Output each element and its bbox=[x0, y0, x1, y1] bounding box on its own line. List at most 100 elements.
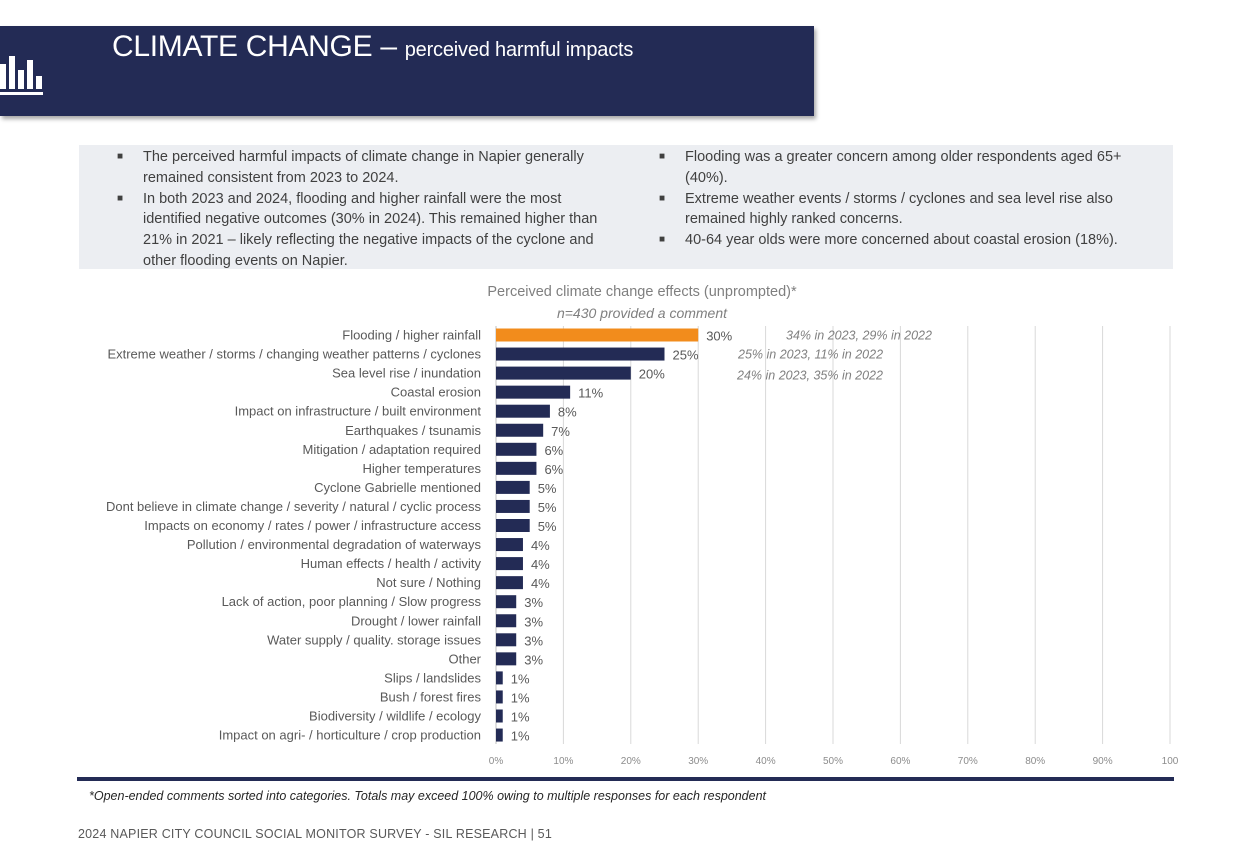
data-label: 11% bbox=[578, 386, 603, 401]
summary-panel: ■ The perceived harmful impacts of climat… bbox=[79, 145, 1173, 269]
data-label: 4% bbox=[531, 576, 550, 591]
comparison-annotation: 34% in 2023, 29% in 2022 bbox=[786, 329, 932, 343]
category-label: Coastal erosion bbox=[391, 385, 481, 400]
data-label: 3% bbox=[524, 633, 543, 648]
summary-bullet-text: Extreme weather events / storms / cyclon… bbox=[685, 190, 1113, 228]
x-tick-label: 80% bbox=[1025, 756, 1045, 767]
bar bbox=[496, 461, 537, 475]
data-label: 4% bbox=[531, 538, 550, 553]
x-tick-label: 50% bbox=[823, 756, 843, 767]
data-label: 1% bbox=[511, 710, 530, 725]
summary-bullet: ■ The perceived harmful impacts of climat… bbox=[115, 147, 615, 189]
bar bbox=[496, 709, 503, 723]
category-label: Other bbox=[448, 651, 481, 666]
divider-rule bbox=[77, 777, 1174, 781]
bullet-marker-icon: ■ bbox=[117, 192, 124, 204]
chart-subtitle: n=430 provided a comment bbox=[556, 305, 728, 321]
bar bbox=[496, 519, 530, 532]
page-footer: 2024 NAPIER CITY COUNCIL SOCIAL MONITOR … bbox=[78, 827, 552, 841]
category-label: Dont believe in climate change / severit… bbox=[106, 499, 482, 514]
title-banner bbox=[0, 26, 814, 116]
data-label: 6% bbox=[544, 462, 563, 477]
data-label: 3% bbox=[524, 652, 543, 667]
data-label: 20% bbox=[639, 367, 665, 382]
x-tick-label: 0% bbox=[489, 756, 504, 767]
data-label: 5% bbox=[538, 519, 557, 534]
data-label: 1% bbox=[511, 671, 530, 686]
bullet-marker-icon: ■ bbox=[659, 151, 666, 162]
summary-bullet: ■ Flooding was a greater concern among ol… bbox=[657, 147, 1157, 189]
category-label: Mitigation / adaptation required bbox=[302, 442, 481, 457]
x-tick-label: 30% bbox=[688, 756, 708, 767]
x-tick-label: 90% bbox=[1093, 756, 1113, 767]
data-label: 5% bbox=[538, 481, 557, 496]
category-label: Extreme weather / storms / changing weat… bbox=[107, 347, 481, 362]
category-label: Impact on agri- / horticulture / crop pr… bbox=[219, 728, 481, 743]
chart-title: Perceived climate change effects (unprom… bbox=[487, 284, 797, 300]
bar bbox=[496, 423, 544, 437]
category-label: Drought / lower rainfall bbox=[351, 613, 481, 628]
data-label: 6% bbox=[544, 443, 563, 458]
title-separator: – bbox=[372, 30, 405, 63]
category-label: Earthquakes / tsunamis bbox=[345, 423, 481, 438]
bullet-marker-icon: ■ bbox=[117, 151, 124, 162]
bar bbox=[496, 595, 517, 609]
summary-bullet: ■ 40-64 year olds were more concerned abo… bbox=[657, 230, 1157, 251]
category-label: Higher temperatures bbox=[363, 461, 482, 476]
category-label: Lack of action, poor planning / Slow pro… bbox=[222, 594, 482, 609]
summary-bullet-text: Flooding was a greater concern among old… bbox=[685, 149, 1122, 186]
summary-bullet-text: The perceived harmful impacts of climate… bbox=[143, 149, 584, 186]
x-tick-label: 60% bbox=[890, 756, 910, 767]
bar bbox=[496, 576, 523, 590]
x-tick-label: 100 bbox=[1162, 756, 1179, 767]
bar bbox=[496, 728, 503, 742]
bar bbox=[496, 499, 530, 513]
category-label: Pollution / environmental degradation of… bbox=[187, 537, 482, 552]
bar bbox=[496, 480, 530, 494]
footnote: *Open-ended comments sorted into categor… bbox=[89, 789, 767, 803]
bar bbox=[496, 633, 517, 647]
bar bbox=[496, 347, 665, 361]
data-label: 4% bbox=[531, 557, 550, 572]
summary-bullet: ■ Extreme weather events / storms / cyclo… bbox=[657, 189, 1157, 231]
comparison-annotation: 25% in 2023, 11% in 2022 bbox=[737, 348, 883, 362]
bar bbox=[496, 366, 631, 380]
bar-chart-icon bbox=[0, 56, 43, 95]
comparison-annotation: 24% in 2023, 35% in 2022 bbox=[736, 369, 883, 383]
x-tick-label: 40% bbox=[756, 756, 776, 767]
bar bbox=[496, 538, 523, 552]
category-label: Water supply / quality. storage issues bbox=[267, 632, 481, 647]
data-label: 8% bbox=[558, 405, 577, 420]
data-label: 1% bbox=[511, 729, 530, 744]
category-label: Slips / landslides bbox=[384, 670, 481, 685]
category-label: Not sure / Nothing bbox=[376, 575, 481, 590]
title-subtitle: perceived harmful impacts bbox=[404, 39, 634, 61]
x-tick-label: 20% bbox=[621, 756, 641, 767]
summary-left-column: ■ The perceived harmful impacts of climat… bbox=[115, 147, 615, 272]
category-label: Impacts on economy / rates / power / inf… bbox=[144, 518, 481, 533]
bullet-marker-icon: ■ bbox=[659, 234, 666, 246]
summary-right-column: ■ Flooding was a greater concern among ol… bbox=[657, 147, 1157, 251]
title-main: CLIMATE CHANGE bbox=[112, 30, 373, 63]
bar bbox=[496, 557, 523, 571]
data-label: 7% bbox=[551, 424, 570, 439]
summary-bullet-text: In both 2023 and 2024, flooding and high… bbox=[143, 190, 598, 269]
summary-bullet-text: 40-64 year olds were more concerned abou… bbox=[685, 232, 1118, 249]
bullet-marker-icon: ■ bbox=[659, 192, 666, 204]
bar bbox=[496, 614, 517, 628]
bar bbox=[496, 652, 517, 666]
category-label: Sea level rise / inundation bbox=[332, 366, 481, 381]
page-title: CLIMATE CHANGE – perceived harmful impac… bbox=[112, 30, 633, 64]
data-label: 1% bbox=[511, 690, 530, 705]
summary-bullet: ■ In both 2023 and 2024, flooding and hig… bbox=[115, 189, 615, 272]
x-tick-label: 10% bbox=[553, 756, 573, 767]
data-label: 30% bbox=[706, 329, 732, 344]
data-label: 3% bbox=[524, 595, 543, 610]
category-label: Flooding / higher rainfall bbox=[342, 328, 481, 343]
bar bbox=[496, 404, 550, 418]
data-label: 25% bbox=[673, 348, 699, 363]
data-label: 3% bbox=[524, 614, 543, 629]
bar bbox=[496, 385, 571, 399]
bar bbox=[496, 328, 699, 342]
